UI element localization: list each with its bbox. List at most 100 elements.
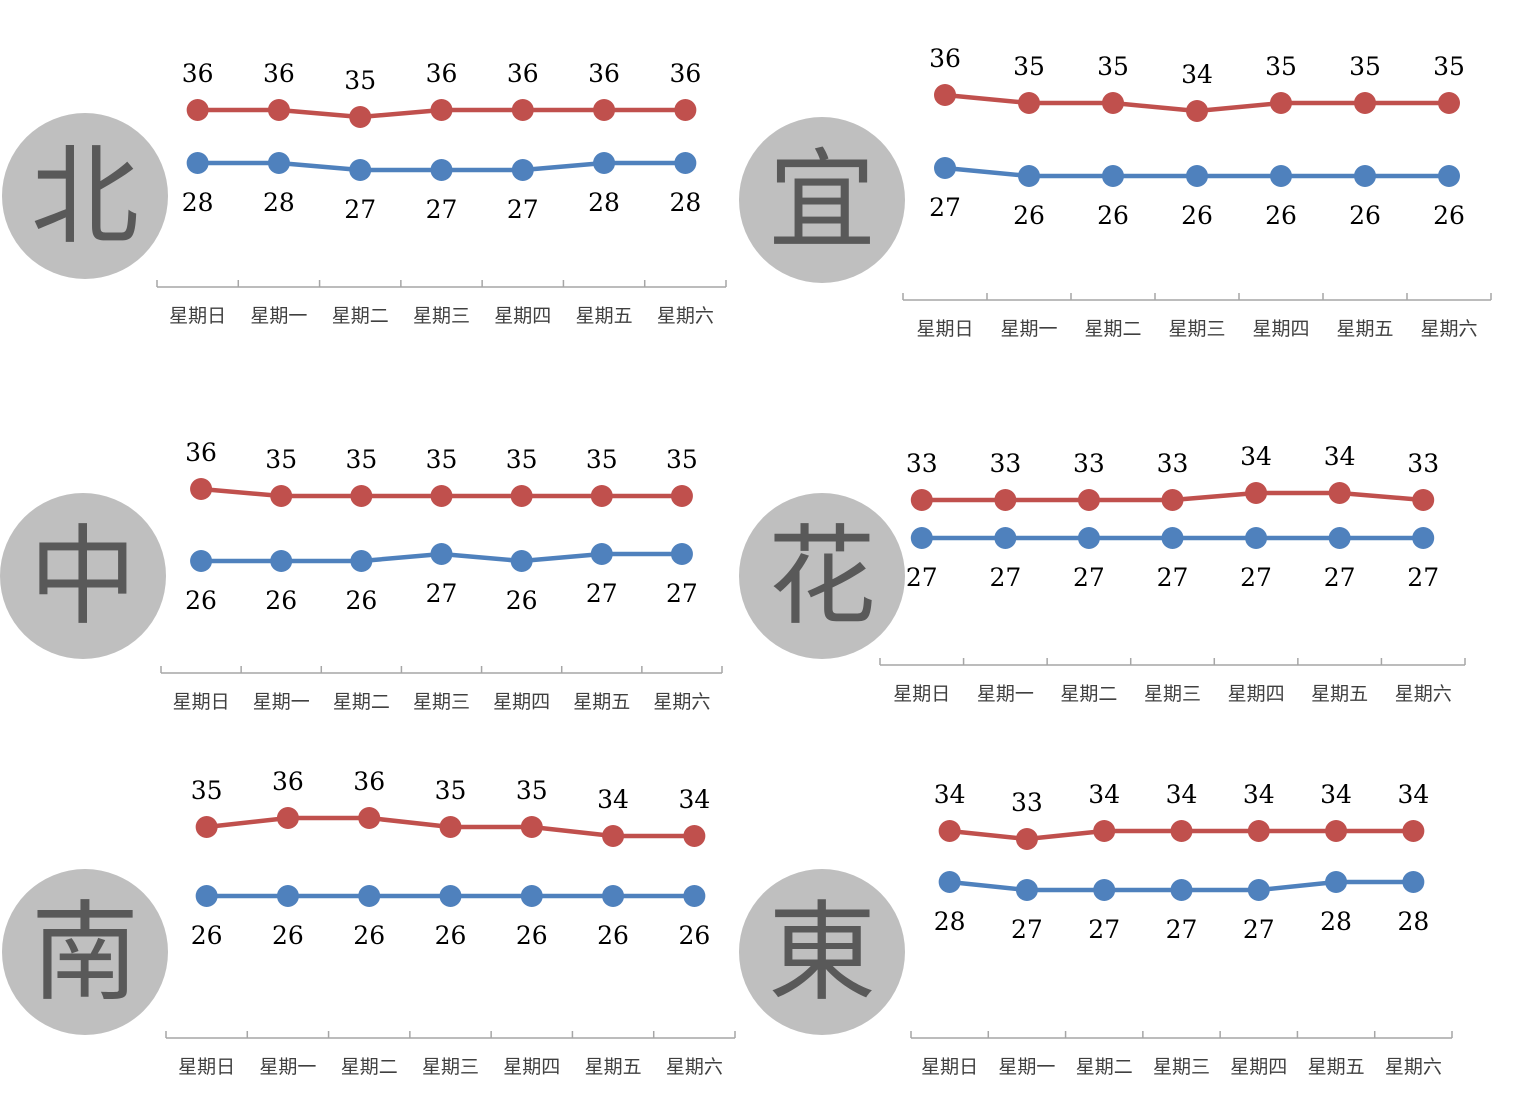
low-temp-point — [602, 885, 625, 907]
high-temp-data-label: 34 — [934, 780, 966, 809]
high-temp-point — [1245, 482, 1268, 504]
low-temp-data-label: 27 — [906, 563, 938, 592]
high-temp-data-label: 34 — [1088, 780, 1120, 809]
low-temp-data-label: 26 — [1433, 201, 1465, 230]
high-temp-point — [510, 485, 533, 507]
high-temp-point — [994, 489, 1017, 511]
high-temp-data-label: 35 — [426, 445, 458, 474]
low-temp-data-label: 26 — [1265, 201, 1297, 230]
high-temp-point — [593, 99, 616, 121]
high-temp-point — [674, 99, 697, 121]
low-temp-point — [439, 885, 462, 907]
high-temp-point — [670, 485, 693, 507]
high-temp-data-label: 36 — [272, 767, 304, 796]
low-temp-point — [1438, 165, 1460, 187]
region-badge — [0, 493, 166, 659]
high-temp-point — [1093, 820, 1116, 842]
high-temp-data-label: 33 — [1073, 449, 1105, 478]
x-tick-label: 星期五 — [576, 305, 633, 327]
high-temp-data-label: 35 — [344, 66, 376, 95]
low-temp-data-label: 26 — [435, 921, 467, 950]
high-temp-point — [358, 807, 381, 829]
low-temp-data-label: 28 — [669, 188, 701, 217]
low-temp-data-label: 27 — [1240, 563, 1272, 592]
low-temp-data-label: 26 — [1013, 201, 1045, 230]
low-temp-data-label: 27 — [426, 579, 458, 608]
low-temp-data-label: 27 — [1073, 563, 1105, 592]
high-temp-data-label: 33 — [989, 449, 1021, 478]
high-temp-data-label: 35 — [191, 776, 223, 805]
low-temp-point — [267, 152, 290, 174]
region-badge — [739, 117, 905, 283]
low-temp-data-label: 27 — [1088, 915, 1120, 944]
high-temp-data-label: 33 — [1011, 788, 1043, 817]
x-tick-label: 星期二 — [332, 305, 389, 327]
low-temp-data-label: 27 — [1157, 563, 1189, 592]
low-temp-data-label: 28 — [1320, 907, 1352, 936]
high-temp-point — [1354, 92, 1376, 114]
low-temp-data-label: 28 — [934, 907, 966, 936]
low-temp-point — [934, 157, 956, 179]
high-temp-data-label: 36 — [426, 59, 458, 88]
region-badge — [2, 113, 168, 279]
x-tick-label: 星期六 — [1385, 1056, 1442, 1078]
low-temp-data-label: 26 — [1181, 201, 1213, 230]
low-temp-point — [938, 871, 961, 893]
x-tick-label: 星期四 — [493, 691, 550, 713]
low-temp-data-label: 28 — [263, 188, 295, 217]
high-temp-data-label: 34 — [1397, 780, 1429, 809]
x-tick-label: 星期一 — [253, 691, 310, 713]
high-temp-point — [1186, 100, 1208, 122]
region-badge-label: 北 — [31, 135, 139, 260]
low-temp-data-label: 27 — [507, 195, 539, 224]
x-tick-label: 星期四 — [1228, 683, 1285, 705]
low-temp-point — [590, 543, 613, 565]
high-temp-point — [602, 825, 625, 847]
low-temp-point — [593, 152, 616, 174]
low-temp-data-label: 28 — [182, 188, 214, 217]
low-temp-point — [276, 885, 299, 907]
high-temp-point — [1270, 92, 1292, 114]
low-temp-data-label: 27 — [1243, 915, 1275, 944]
low-temp-point — [1354, 165, 1376, 187]
x-tick-label: 星期二 — [1084, 318, 1141, 340]
low-temp-data-label: 26 — [1097, 201, 1129, 230]
x-tick-label: 星期五 — [1308, 1056, 1365, 1078]
high-temp-data-label: 34 — [1320, 780, 1352, 809]
low-temp-point — [430, 543, 453, 565]
low-temp-data-label: 28 — [588, 188, 620, 217]
x-tick-label: 星期二 — [1076, 1056, 1133, 1078]
low-temp-point — [994, 527, 1017, 549]
high-temp-point — [267, 99, 290, 121]
region-badge-label: 東 — [768, 891, 876, 1016]
x-tick-label: 星期三 — [1168, 318, 1225, 340]
low-temp-point — [910, 527, 933, 549]
x-tick-label: 星期四 — [1230, 1056, 1287, 1078]
low-temp-point — [1102, 165, 1124, 187]
low-temp-data-label: 28 — [1397, 907, 1429, 936]
x-tick-label: 星期六 — [653, 691, 710, 713]
low-temp-data-label: 26 — [265, 586, 297, 615]
low-temp-point — [1170, 879, 1193, 901]
high-temp-data-label: 33 — [906, 449, 938, 478]
high-temp-data-label: 34 — [597, 785, 629, 814]
high-temp-data-label: 36 — [507, 59, 539, 88]
region-badge-label: 宜 — [768, 139, 876, 264]
x-tick-label: 星期五 — [1311, 683, 1368, 705]
x-tick-label: 星期三 — [413, 305, 470, 327]
high-temp-point — [910, 489, 933, 511]
x-tick-label: 星期二 — [1060, 683, 1117, 705]
high-temp-point — [683, 825, 706, 847]
low-temp-data-label: 26 — [345, 586, 377, 615]
high-temp-point — [1247, 820, 1270, 842]
high-temp-data-label: 35 — [345, 445, 377, 474]
low-temp-data-label: 27 — [1011, 915, 1043, 944]
low-temp-point — [195, 885, 218, 907]
high-temp-data-label: 35 — [1097, 52, 1129, 81]
x-tick-label: 星期日 — [916, 318, 973, 340]
high-temp-data-label: 36 — [929, 44, 961, 73]
high-temp-data-label: 35 — [1349, 52, 1381, 81]
low-temp-point — [358, 885, 381, 907]
